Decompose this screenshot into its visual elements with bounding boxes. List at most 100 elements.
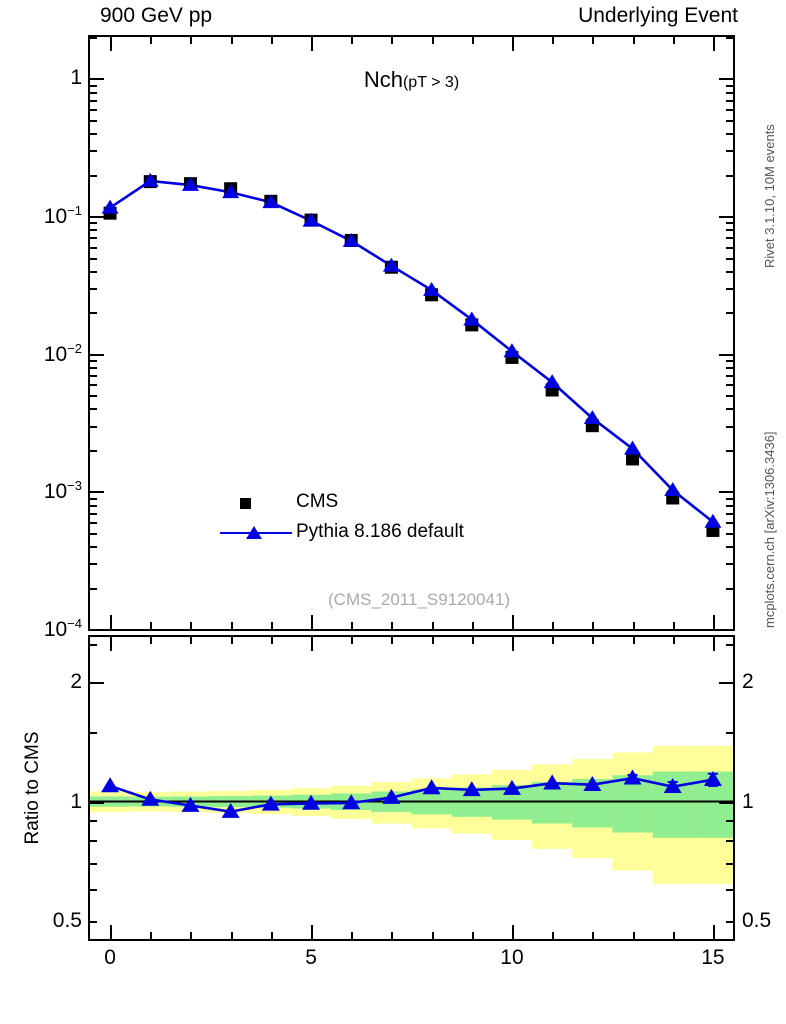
ratio-x-minor-tick — [632, 637, 635, 644]
y-minor-tick — [90, 532, 97, 535]
y-minor-tick — [726, 587, 733, 590]
y-minor-tick — [726, 512, 733, 515]
y-minor-tick — [90, 84, 97, 87]
y-minor-tick — [726, 270, 733, 273]
ratio-y-minor-tick — [90, 643, 97, 646]
x-major-tick — [712, 37, 715, 51]
y-minor-tick — [90, 288, 97, 291]
ratio-y-minor-tick — [90, 920, 97, 923]
y-minor-tick — [726, 375, 733, 378]
analysis-id-watermark: (CMS_2011_S9120041) — [328, 590, 511, 609]
ratio-y-minor-tick — [90, 862, 97, 865]
y-minor-tick — [726, 229, 733, 232]
ratio-y-minor-tick — [726, 920, 733, 923]
y-minor-tick — [90, 395, 97, 398]
ratio-point-marker — [703, 771, 722, 787]
y-major-tick — [90, 78, 104, 81]
x-minor-tick — [672, 37, 675, 44]
ratio-x-minor-tick — [672, 932, 675, 939]
plot-title: Nch(pT > 3) — [90, 67, 733, 93]
x-minor-tick — [672, 622, 675, 629]
ratio-x-minor-tick — [230, 932, 233, 939]
y-minor-tick — [726, 395, 733, 398]
ratio-x-minor-tick — [190, 932, 193, 939]
mc-point-marker — [222, 184, 240, 199]
ratio-y-major-tick — [90, 682, 104, 685]
x-major-tick — [110, 615, 113, 629]
ratio-point-marker — [181, 796, 200, 812]
y-minor-tick — [726, 425, 733, 428]
x-minor-tick — [150, 622, 153, 629]
y-minor-tick — [90, 91, 97, 94]
ratio-x-minor-tick — [391, 637, 394, 644]
ratio-y-minor-tick — [726, 819, 733, 822]
y-major-tick — [719, 629, 733, 631]
x-major-tick — [511, 615, 514, 629]
x-minor-tick — [431, 37, 434, 44]
y-minor-tick — [90, 521, 97, 524]
ratio-y-tick-label-right: 1 — [742, 789, 754, 813]
y-minor-tick — [90, 425, 97, 428]
x-minor-tick — [351, 37, 354, 44]
x-minor-tick — [552, 37, 555, 44]
ratio-plot-area — [90, 637, 733, 939]
header-analysis-label: Underlying Event — [578, 4, 738, 27]
y-minor-tick — [90, 108, 97, 111]
ratio-point-marker — [221, 802, 240, 818]
ratio-x-minor-tick — [592, 932, 595, 939]
y-minor-tick — [726, 521, 733, 524]
ratio-y-minor-tick — [90, 731, 97, 734]
main-y-tick-label: 10−4 — [43, 616, 82, 641]
x-minor-tick — [552, 622, 555, 629]
ratio-axis-title: Ratio to CMS — [22, 731, 43, 845]
y-minor-tick — [726, 84, 733, 87]
x-minor-tick — [190, 37, 193, 44]
y-minor-tick — [90, 449, 97, 452]
ratio-x-major-tick — [712, 925, 715, 939]
ratio-x-minor-tick — [471, 932, 474, 939]
mc-point-marker — [262, 194, 280, 209]
ratio-y-tick-label: 1 — [70, 789, 82, 813]
x-major-tick — [110, 37, 113, 51]
legend-label-mc: Pythia 8.186 default — [296, 521, 464, 542]
ratio-x-minor-tick — [592, 637, 595, 644]
ratio-y-major-tick — [90, 801, 104, 804]
ratio-y-minor-tick — [90, 889, 97, 892]
main-plot-area — [90, 37, 733, 629]
ratio-y-minor-tick — [726, 862, 733, 865]
y-minor-tick — [726, 91, 733, 94]
y-minor-tick — [90, 546, 97, 549]
ratio-point-marker — [261, 795, 280, 811]
y-minor-tick — [90, 237, 97, 240]
ratio-y-minor-tick — [90, 819, 97, 822]
x-minor-tick — [270, 37, 273, 44]
mc-point-marker — [583, 410, 601, 425]
header-beam-label: 900 GeV pp — [100, 4, 213, 27]
mcplots-source-note: mcplots.cern.ch [arXiv:1306.3436] — [762, 431, 777, 628]
x-tick-label: 5 — [305, 946, 317, 969]
plot-title-sub: (pT > 3) — [402, 74, 460, 91]
ratio-x-minor-tick — [552, 932, 555, 939]
data-point-marker — [626, 452, 640, 466]
x-minor-tick — [351, 622, 354, 629]
ratio-curve — [109, 776, 714, 813]
x-major-tick — [311, 37, 314, 51]
x-minor-tick — [190, 622, 193, 629]
mc-point-marker — [382, 257, 400, 272]
x-tick-label: 10 — [500, 946, 524, 969]
y-minor-tick — [90, 37, 97, 39]
y-minor-tick — [90, 384, 97, 387]
legend-label-data: CMS — [296, 491, 339, 512]
y-major-tick — [90, 491, 104, 494]
y-major-tick — [719, 353, 733, 356]
plot-title-main: Nch — [363, 67, 403, 92]
ratio-point-marker — [583, 775, 602, 791]
ratio-x-minor-tick — [150, 637, 153, 644]
x-major-tick — [311, 615, 314, 629]
y-minor-tick — [90, 497, 97, 500]
mc-point-marker — [503, 343, 521, 358]
main-y-tick-label: 10−3 — [43, 478, 82, 504]
ratio-x-minor-tick — [351, 932, 354, 939]
y-minor-tick — [90, 408, 97, 411]
x-minor-tick — [230, 37, 233, 44]
